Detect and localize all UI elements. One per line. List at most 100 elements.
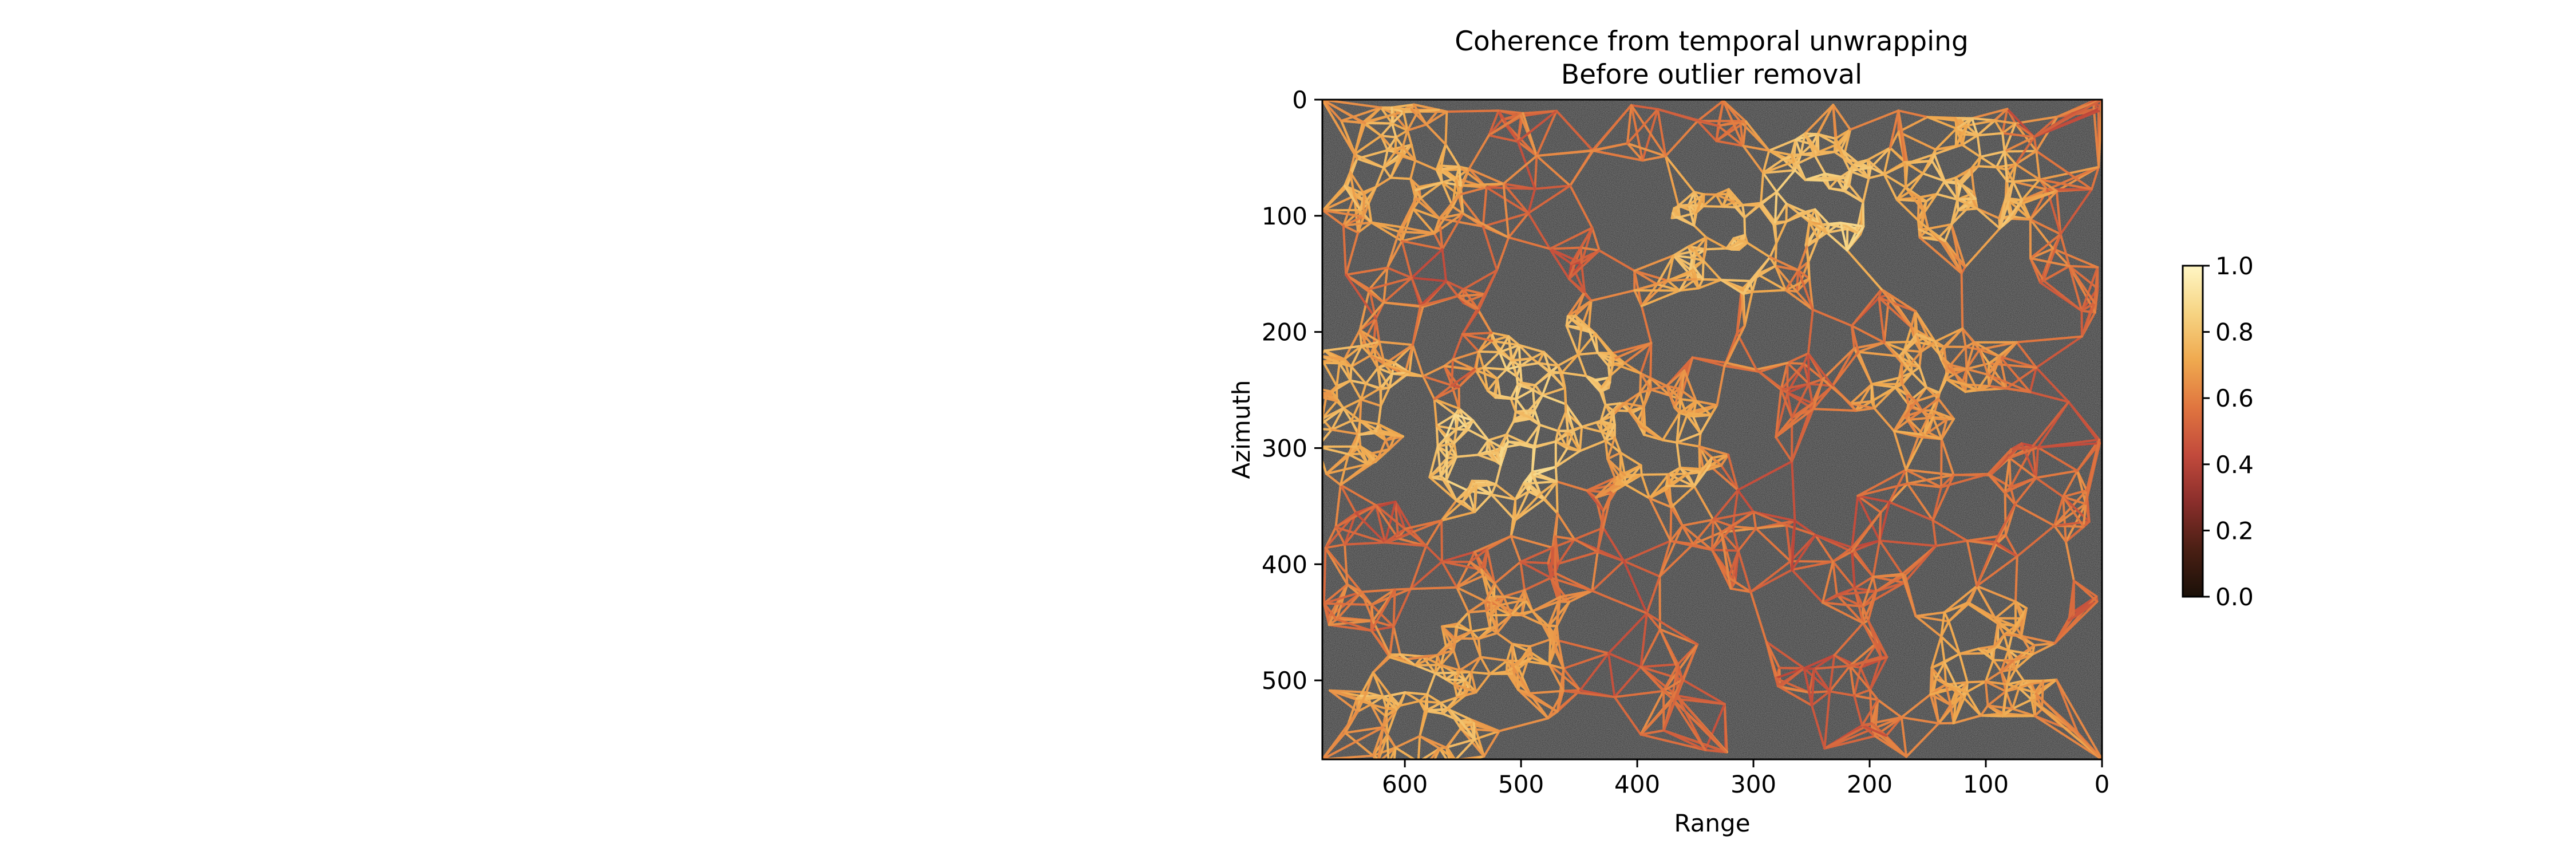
network-edge [1419, 279, 1448, 308]
network-edge [2053, 600, 2099, 645]
network-edge [1516, 645, 1531, 667]
network-edge [1388, 371, 1411, 389]
network-edge [1853, 576, 1875, 590]
network-edge [1758, 204, 1775, 226]
network-edge [1943, 652, 1961, 664]
network-edge [1499, 446, 1503, 466]
network-edge [1749, 560, 1792, 593]
network-edge [2004, 180, 2014, 199]
network-edge [2068, 265, 2099, 290]
network-edge [2029, 190, 2058, 221]
plot-area [1322, 100, 2102, 759]
network-edge [1325, 445, 1362, 475]
network-edge [1496, 368, 1508, 380]
network-edge [1878, 296, 1917, 313]
network-edge [1677, 191, 1696, 207]
network-edge [1676, 441, 1701, 448]
network-edge [1795, 269, 1800, 293]
network-edge [1601, 388, 1607, 407]
network-edge [1340, 106, 1382, 122]
network-edge [1567, 430, 1581, 452]
network-edge [1714, 193, 1736, 203]
network-edge [1736, 289, 1743, 334]
network-edge [1934, 539, 1969, 547]
network-edge [1438, 194, 1460, 220]
network-edge [1835, 593, 1864, 608]
network-edge [1330, 419, 1353, 431]
network-edge [2037, 438, 2100, 449]
network-edge [1954, 372, 1967, 386]
network-edge [1905, 468, 1955, 476]
network-edge [1470, 626, 1491, 633]
network-edge [1645, 612, 1699, 646]
network-edge [2008, 456, 2037, 479]
network-edge [1343, 171, 1352, 187]
network-edge [1808, 378, 1824, 385]
network-edge [1444, 436, 1448, 460]
network-edge [1578, 425, 1583, 452]
network-edge [1516, 109, 1558, 143]
network-edge [2038, 178, 2093, 191]
network-edge [2005, 679, 2025, 693]
network-edge [1415, 189, 1422, 200]
network-edge [1734, 206, 1746, 219]
network-edge [1693, 191, 1698, 214]
network-edge [1541, 387, 1566, 397]
network-edge [1554, 440, 1581, 452]
network-edge [1828, 690, 1856, 697]
network-edge [1853, 666, 1862, 697]
network-edge [2080, 302, 2096, 312]
network-edge [2035, 115, 2059, 152]
network-edge [1411, 277, 1448, 282]
network-edge [1475, 350, 1480, 372]
network-edge [1505, 417, 1516, 436]
network-edge [1947, 620, 1961, 655]
network-edge [1342, 208, 1362, 227]
network-edge [1499, 598, 1527, 606]
network-edge [1808, 383, 1814, 405]
network-edge [1976, 555, 2018, 588]
network-edge [1477, 350, 1485, 369]
network-edge [1435, 424, 1439, 448]
network-edge [1698, 445, 1722, 467]
network-edge [2004, 456, 2011, 494]
network-edge [1527, 187, 1536, 215]
network-edge [1384, 501, 1397, 544]
network-edge [2046, 188, 2062, 235]
network-edge [1497, 109, 1524, 115]
network-edge [1921, 397, 1939, 412]
x-tick-label: 300 [1730, 770, 1776, 798]
network-edge [1548, 663, 1564, 692]
network-edge [1522, 112, 1538, 157]
network-edge [1409, 545, 1428, 590]
network-edge [1342, 221, 1373, 227]
network-edge [1502, 182, 1510, 239]
network-edge [1595, 476, 1617, 499]
network-edge [1425, 519, 1443, 547]
network-edge [1669, 539, 1713, 551]
network-edge [1736, 488, 1755, 513]
network-edge [1856, 494, 1891, 503]
network-edge [1461, 333, 1494, 342]
network-edge [1548, 638, 1552, 666]
network-edge [1554, 430, 1575, 443]
network-edge [1704, 247, 1728, 251]
network-edge [1862, 576, 1875, 608]
network-edge [1937, 377, 1947, 396]
network-edge [1600, 374, 1612, 389]
network-edge [1803, 667, 1813, 707]
network-edge [1445, 738, 1476, 748]
network-edge [2003, 122, 2017, 153]
network-edge [1774, 191, 1778, 223]
network-edge [1785, 211, 1808, 223]
network-edge [1394, 136, 1404, 148]
network-edge [1379, 372, 1393, 389]
network-edge [1401, 239, 1413, 279]
network-edge [1510, 598, 1527, 617]
network-edge [1496, 632, 1514, 645]
network-edge [1557, 639, 1610, 655]
network-edge [1949, 345, 1967, 367]
network-edge [1566, 291, 1586, 318]
network-edge [1445, 109, 1500, 113]
network-edge [1826, 231, 1848, 252]
